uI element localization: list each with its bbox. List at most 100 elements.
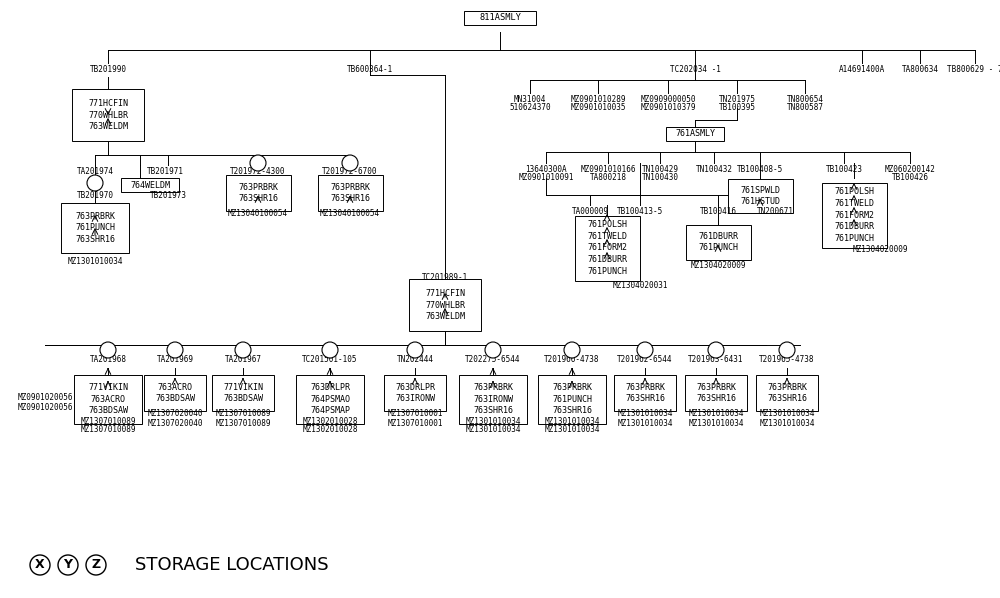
Text: A14691400A: A14691400A: [839, 66, 885, 75]
Text: TN800654: TN800654: [786, 94, 824, 103]
Text: MZ1301010034: MZ1301010034: [465, 425, 521, 434]
FancyBboxPatch shape: [822, 182, 887, 248]
Text: TA201974: TA201974: [76, 167, 114, 176]
Text: 763DRLPR
764PSMAO
764PSMAP: 763DRLPR 764PSMAO 764PSMAP: [310, 383, 350, 415]
Text: MZ1304020009: MZ1304020009: [690, 261, 746, 270]
Text: MZ1307020040: MZ1307020040: [147, 419, 203, 428]
Text: 763DRLPR
763IRONW: 763DRLPR 763IRONW: [395, 383, 435, 404]
Text: TB100426: TB100426: [892, 173, 928, 182]
Text: TA201967: TA201967: [224, 355, 262, 365]
Circle shape: [779, 342, 795, 358]
FancyBboxPatch shape: [212, 375, 274, 411]
Text: MZ1301010034: MZ1301010034: [544, 417, 600, 426]
Text: 771HCFIN
770WHLBR
763WELDM: 771HCFIN 770WHLBR 763WELDM: [88, 99, 128, 132]
Text: Y: Y: [64, 559, 72, 572]
Circle shape: [30, 555, 50, 575]
FancyBboxPatch shape: [685, 375, 747, 411]
Text: 811ASMLY: 811ASMLY: [479, 14, 521, 23]
Text: X: X: [172, 345, 178, 355]
Text: 764WELDM: 764WELDM: [130, 181, 170, 190]
Text: 761DBURR
761PUNCH: 761DBURR 761PUNCH: [698, 231, 738, 252]
FancyBboxPatch shape: [61, 203, 129, 253]
Text: TC201501-105: TC201501-105: [302, 355, 358, 365]
Text: 761POLSH
761TWELD
761FORM2
761DBURR
761PUNCH: 761POLSH 761TWELD 761FORM2 761DBURR 761P…: [587, 220, 627, 276]
Text: T201963-6431: T201963-6431: [688, 355, 744, 365]
Text: MZ0901010379: MZ0901010379: [640, 103, 696, 112]
Text: 510624370: 510624370: [509, 103, 551, 112]
Text: Y: Y: [327, 345, 333, 355]
Text: TB201990: TB201990: [90, 66, 126, 75]
Text: 761SPWLD
761HSTUD: 761SPWLD 761HSTUD: [740, 185, 780, 206]
Text: TA201968: TA201968: [90, 355, 126, 365]
Text: MZ1301010034: MZ1301010034: [617, 419, 673, 428]
Text: MZ1301010034: MZ1301010034: [67, 258, 123, 267]
Text: T201972-4300: T201972-4300: [230, 167, 286, 176]
Circle shape: [235, 342, 251, 358]
Text: X: X: [240, 345, 246, 355]
Circle shape: [250, 155, 266, 171]
Text: MZ1307010089: MZ1307010089: [215, 419, 271, 428]
Circle shape: [86, 555, 106, 575]
FancyBboxPatch shape: [296, 374, 364, 423]
Text: TN202444: TN202444: [396, 355, 434, 365]
Text: MZ1301010034: MZ1301010034: [759, 419, 815, 428]
Text: X: X: [35, 559, 45, 572]
Text: X: X: [412, 345, 418, 355]
Text: 771HCFIN
770WHLBR
763WELDM: 771HCFIN 770WHLBR 763WELDM: [425, 289, 465, 321]
Text: TB800629 - 7: TB800629 - 7: [947, 66, 1000, 75]
Circle shape: [708, 342, 724, 358]
Text: TB100423: TB100423: [826, 164, 862, 173]
Circle shape: [637, 342, 653, 358]
Text: X: X: [105, 345, 111, 355]
Circle shape: [87, 175, 103, 191]
Text: MZ0901010289: MZ0901010289: [570, 94, 626, 103]
FancyBboxPatch shape: [72, 89, 144, 141]
Text: T201962-6544: T201962-6544: [617, 355, 673, 365]
Text: MZ1307010089: MZ1307010089: [215, 410, 271, 419]
Text: MZ1307010001: MZ1307010001: [387, 410, 443, 419]
Text: TB201971: TB201971: [146, 167, 184, 176]
Text: T202275-6544: T202275-6544: [465, 355, 521, 365]
Text: TB100408-5: TB100408-5: [737, 164, 783, 173]
Circle shape: [322, 342, 338, 358]
Text: MZ1301010034: MZ1301010034: [688, 419, 744, 428]
Text: Z: Z: [713, 345, 719, 355]
Text: MZ1302010028: MZ1302010028: [302, 417, 358, 426]
Text: TN100429: TN100429: [642, 164, 678, 173]
Text: MZ0901010166: MZ0901010166: [580, 164, 636, 173]
FancyBboxPatch shape: [384, 375, 446, 411]
FancyBboxPatch shape: [409, 279, 481, 331]
Text: TC201989-1: TC201989-1: [422, 273, 468, 282]
Text: MZ0901010035: MZ0901010035: [570, 103, 626, 112]
Text: MZ1304020031: MZ1304020031: [612, 280, 668, 289]
FancyBboxPatch shape: [121, 178, 179, 192]
Text: T201965-4738: T201965-4738: [759, 355, 815, 365]
Text: TA800218: TA800218: [590, 173, 626, 182]
Text: 763PRBRK
763SHR16: 763PRBRK 763SHR16: [625, 383, 665, 404]
Text: TA800634: TA800634: [902, 66, 938, 75]
Text: 761POLSH
761TWELD
761FORM2
761DBURR
761PUNCH: 761POLSH 761TWELD 761FORM2 761DBURR 761P…: [834, 187, 874, 243]
Text: 763PRBRK
761PUNCH
763SHR16: 763PRBRK 761PUNCH 763SHR16: [552, 383, 592, 415]
Text: Y: Y: [347, 158, 353, 168]
Text: 771VIKIN
763BDSAW: 771VIKIN 763BDSAW: [223, 383, 263, 404]
Text: Z: Z: [91, 559, 101, 572]
Text: MZ1304020009: MZ1304020009: [852, 246, 908, 255]
FancyBboxPatch shape: [666, 127, 724, 141]
Text: T201972-6700: T201972-6700: [322, 167, 378, 176]
Text: STORAGE LOCATIONS: STORAGE LOCATIONS: [135, 556, 329, 574]
Text: MN31004: MN31004: [514, 94, 546, 103]
FancyBboxPatch shape: [614, 375, 676, 411]
FancyBboxPatch shape: [318, 175, 382, 211]
Text: MZ1307010089: MZ1307010089: [80, 425, 136, 434]
Text: TB100413-5: TB100413-5: [617, 206, 663, 215]
Text: 771VIKIN
763ACRO
763BDSAW: 771VIKIN 763ACRO 763BDSAW: [88, 383, 128, 415]
Text: MZ1301010034: MZ1301010034: [688, 410, 744, 419]
Text: TC202034 -1: TC202034 -1: [670, 66, 720, 75]
Text: 763PRBRK
763SHR16: 763PRBRK 763SHR16: [767, 383, 807, 404]
Text: 763PRBRK
763IRONW
763SHR16: 763PRBRK 763IRONW 763SHR16: [473, 383, 513, 415]
FancyBboxPatch shape: [74, 374, 142, 423]
Circle shape: [100, 342, 116, 358]
FancyBboxPatch shape: [728, 179, 792, 213]
Text: TB100416: TB100416: [700, 206, 736, 215]
Text: Z: Z: [784, 345, 790, 355]
